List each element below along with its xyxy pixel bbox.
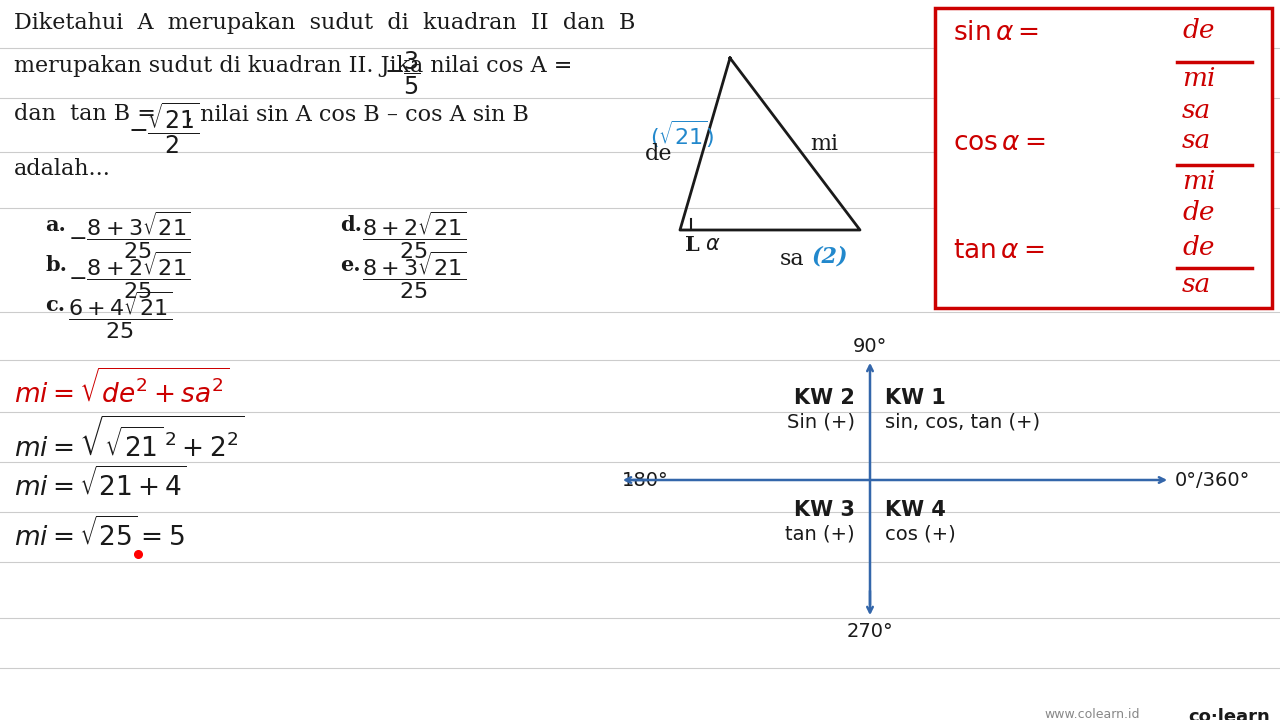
Text: $mi = \sqrt{{\sqrt{21}}^{\,2} + 2^2}$: $mi = \sqrt{{\sqrt{21}}^{\,2} + 2^2}$ [14, 416, 244, 462]
Text: $mi = \sqrt{de^2 + sa^2}$: $mi = \sqrt{de^2 + sa^2}$ [14, 368, 229, 408]
Text: www.colearn.id: www.colearn.id [1044, 708, 1140, 720]
Text: KW 1: KW 1 [884, 388, 946, 408]
Text: de: de [1181, 200, 1215, 225]
Text: a.: a. [45, 215, 65, 235]
Text: , nilai sin A cos B – cos A sin B: , nilai sin A cos B – cos A sin B [186, 103, 529, 125]
Text: mi: mi [810, 133, 838, 155]
Text: sa: sa [1181, 128, 1211, 153]
Text: $\cos\alpha =$: $\cos\alpha =$ [954, 130, 1046, 155]
Text: 180°: 180° [622, 470, 668, 490]
Text: cos (+): cos (+) [884, 524, 956, 543]
Text: $-\dfrac{8+2\sqrt{21}}{25}$: $-\dfrac{8+2\sqrt{21}}{25}$ [68, 250, 191, 301]
Text: sa: sa [780, 248, 805, 270]
Text: $\dfrac{6+4\sqrt{21}}{25}$: $\dfrac{6+4\sqrt{21}}{25}$ [68, 290, 173, 341]
Text: $\dfrac{8+2\sqrt{21}}{25}$: $\dfrac{8+2\sqrt{21}}{25}$ [362, 210, 466, 261]
Text: merupakan sudut di kuadran II. Jika nilai cos A =: merupakan sudut di kuadran II. Jika nila… [14, 55, 572, 77]
Text: sa: sa [1181, 98, 1211, 123]
Text: 90°: 90° [852, 337, 887, 356]
Text: $\tan\alpha =$: $\tan\alpha =$ [954, 238, 1044, 263]
Text: de: de [1181, 235, 1215, 260]
Text: co·learn: co·learn [1188, 708, 1270, 720]
Text: 0°/360°: 0°/360° [1175, 470, 1251, 490]
Text: $\sin\alpha =$: $\sin\alpha =$ [954, 20, 1039, 45]
Text: Diketahui  A  merupakan  sudut  di  kuadran  II  dan  B: Diketahui A merupakan sudut di kuadran I… [14, 12, 635, 34]
Text: Sin (+): Sin (+) [787, 412, 855, 431]
Text: $mi = \sqrt{25} = 5$: $mi = \sqrt{25} = 5$ [14, 516, 184, 551]
Text: e.: e. [340, 255, 361, 275]
Text: (2): (2) [812, 246, 849, 268]
Text: $\dfrac{8+3\sqrt{21}}{25}$: $\dfrac{8+3\sqrt{21}}{25}$ [362, 250, 466, 301]
Text: KW 2: KW 2 [794, 388, 855, 408]
Text: mi: mi [1181, 169, 1216, 194]
Text: de: de [645, 143, 672, 165]
Text: KW 3: KW 3 [794, 500, 855, 520]
Text: L: L [685, 235, 700, 255]
Text: $-\dfrac{\sqrt{21}}{2}$: $-\dfrac{\sqrt{21}}{2}$ [128, 100, 200, 156]
Text: $-\dfrac{8+3\sqrt{21}}{25}$: $-\dfrac{8+3\sqrt{21}}{25}$ [68, 210, 191, 261]
Text: 270°: 270° [846, 622, 893, 641]
Text: de: de [1181, 18, 1215, 43]
Text: $-\dfrac{3}{5}$: $-\dfrac{3}{5}$ [384, 50, 421, 97]
Text: sin, cos, tan (+): sin, cos, tan (+) [884, 412, 1041, 431]
Text: adalah...: adalah... [14, 158, 111, 180]
Text: c.: c. [45, 295, 65, 315]
Text: $\alpha$: $\alpha$ [705, 235, 721, 254]
Text: dan  tan B =: dan tan B = [14, 103, 156, 125]
Text: KW 4: KW 4 [884, 500, 946, 520]
Text: $(\sqrt{21})$: $(\sqrt{21})$ [650, 118, 714, 150]
Text: d.: d. [340, 215, 362, 235]
Text: b.: b. [45, 255, 67, 275]
Text: mi: mi [1181, 66, 1216, 91]
Bar [934, 8, 1272, 308]
Text: sa: sa [1181, 272, 1211, 297]
Text: tan (+): tan (+) [786, 524, 855, 543]
Text: $mi = \sqrt{21 + 4}$: $mi = \sqrt{21 + 4}$ [14, 466, 187, 500]
